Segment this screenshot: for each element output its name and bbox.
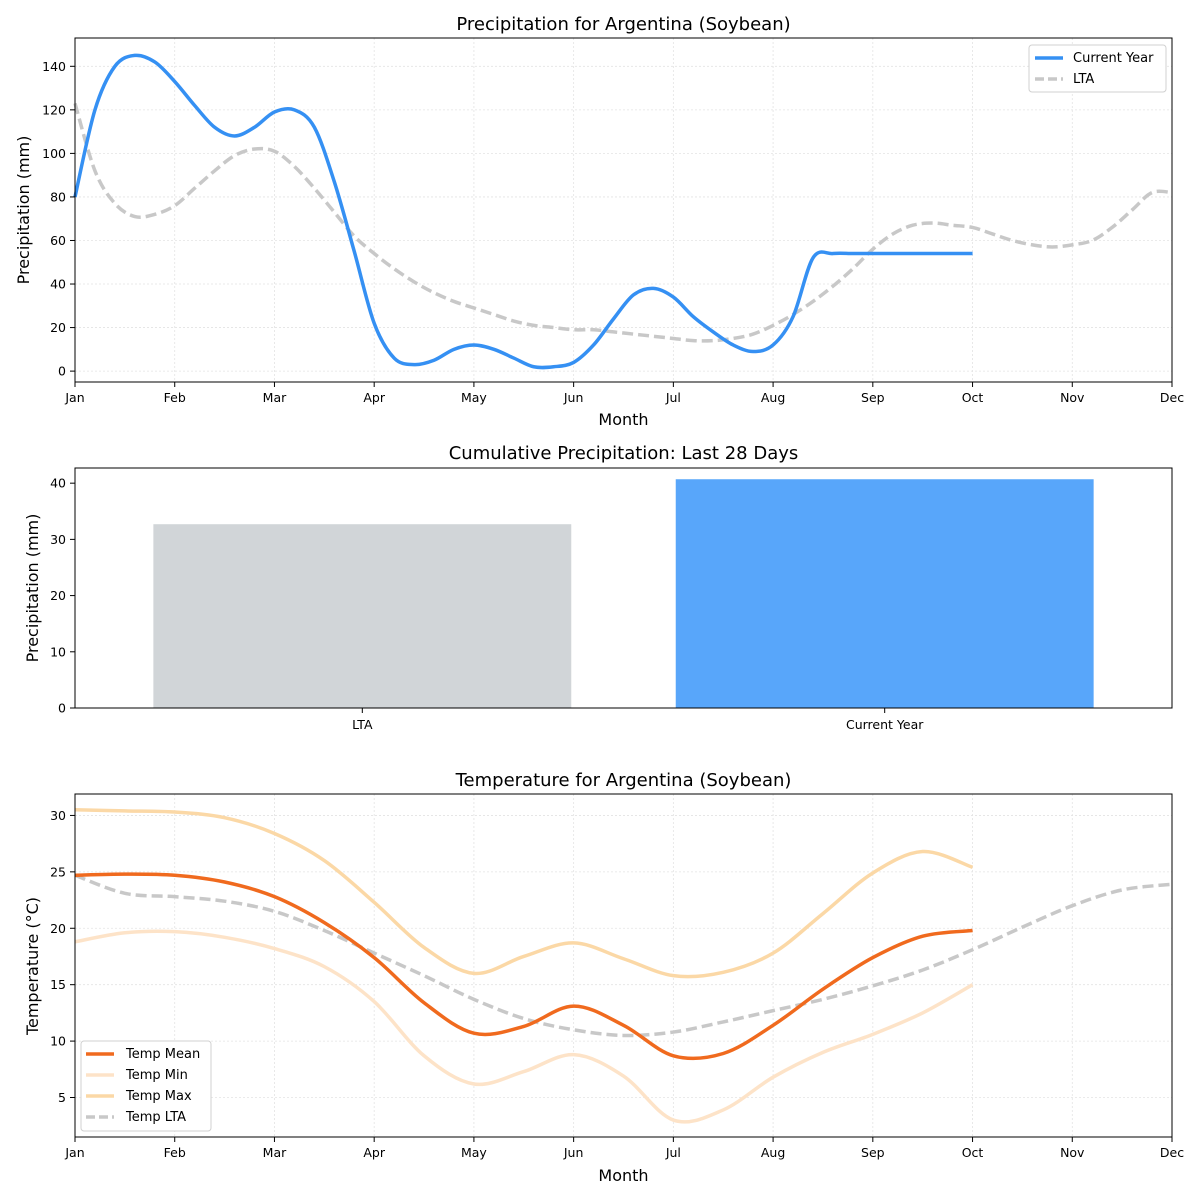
- chart-title: Temperature for Argentina (Soybean): [455, 770, 792, 791]
- y-tick-label-25: 25: [50, 864, 66, 879]
- x-tick-label-aug: Aug: [761, 390, 785, 405]
- x-tick-label-sep: Sep: [861, 1145, 885, 1160]
- y-axis-label: Precipitation (mm): [23, 514, 42, 663]
- x-tick-label-dec: Dec: [1160, 390, 1184, 405]
- y-tick-label-5: 5: [58, 1090, 66, 1105]
- legend-box: [80, 1040, 212, 1132]
- y-tick-label-0: 0: [58, 701, 66, 716]
- x-tick-label-may: May: [461, 1145, 487, 1160]
- y-tick-label-40: 40: [50, 476, 66, 491]
- x-tick-label-feb: Feb: [164, 1145, 186, 1160]
- legend-box: [1028, 44, 1167, 93]
- plot-frame: [74, 37, 1173, 383]
- y-tick-label-140: 140: [42, 59, 66, 74]
- x-tick-label-jul: Jul: [665, 1145, 681, 1160]
- x-tick-label-jan: Jan: [64, 1145, 84, 1160]
- y-tick-label-30: 30: [50, 808, 66, 823]
- x-axis-ticks: Jan Feb Mar Apr May Jun Jul Aug Sep Oct Nov Dec: [64, 382, 1184, 405]
- x-tick-label-may: May: [461, 390, 487, 405]
- y-axis-ticks: 5 10 15 20 25 30: [50, 808, 75, 1105]
- y-tick-label-30: 30: [50, 532, 66, 547]
- y-tick-label-20: 20: [50, 921, 66, 936]
- series-line-lta: [73, 102, 1173, 343]
- chart-title: Cumulative Precipitation: Last 28 Days: [449, 443, 799, 464]
- temperature-line-chart: Jan Feb Mar Apr May Jun Jul Aug Sep Oct Nov Dec 5 10…: [23, 770, 1184, 1185]
- x-tick-label-nov: Nov: [1060, 1145, 1085, 1160]
- series-line-temp-min: [74, 929, 974, 1124]
- legend-label-temp-min: Temp Min: [125, 1068, 188, 1083]
- x-tick-label-aug: Aug: [761, 1145, 785, 1160]
- x-tick-label-oct: Oct: [962, 390, 984, 405]
- x-tick-label-oct: Oct: [962, 1145, 984, 1160]
- x-tick-label-feb: Feb: [164, 390, 186, 405]
- bar-lta: [153, 524, 572, 708]
- y-tick-label-15: 15: [50, 977, 66, 992]
- y-axis-label: Temperature (°C): [23, 897, 42, 1036]
- chart-title: Precipitation for Argentina (Soybean): [456, 14, 790, 35]
- x-tick-label-current-year: Current Year: [846, 717, 924, 732]
- series-line-temp-lta: [74, 873, 1173, 1038]
- plot-frame: [74, 793, 1173, 1138]
- bar-current-year: [675, 479, 1094, 708]
- x-tick-label-apr: Apr: [363, 1145, 385, 1160]
- series-line-current-year: [73, 53, 973, 370]
- y-tick-label-10: 10: [50, 644, 66, 659]
- x-tick-label-lta: LTA: [352, 717, 373, 732]
- legend-label-temp-max: Temp Max: [125, 1089, 192, 1104]
- series-line-temp-mean: [74, 872, 973, 1061]
- y-tick-label-100: 100: [42, 146, 66, 161]
- x-tick-label-mar: Mar: [263, 390, 287, 405]
- x-axis-ticks: Jan Feb Mar Apr May Jun Jul Aug Sep Oct Nov Dec: [64, 1137, 1184, 1160]
- plot-frame: [74, 467, 1173, 709]
- legend-label-temp-mean: Temp Mean: [125, 1047, 200, 1062]
- x-tick-label-jan: Jan: [64, 390, 84, 405]
- grid: [74, 38, 1173, 382]
- y-axis-ticks: 0 20 40 60 80 100 120 140: [42, 59, 75, 379]
- x-axis-ticks: LTA Current Year: [352, 708, 924, 732]
- y-tick-label-40: 40: [50, 277, 66, 292]
- x-tick-label-jun: Jun: [563, 390, 584, 405]
- cumulative-precipitation-bar-chart: LTA Current Year 0 10 20 30 40 Cumulative Pre…: [23, 443, 1173, 732]
- legend-label-current-year: Current Year: [1073, 51, 1154, 66]
- x-tick-label-mar: Mar: [263, 1145, 287, 1160]
- y-axis-label: Precipitation (mm): [14, 136, 33, 285]
- legend: Temp Mean Temp Min Temp Max Temp LTA: [80, 1040, 212, 1132]
- x-tick-label-apr: Apr: [363, 390, 385, 405]
- legend-label-temp-lta: Temp LTA: [125, 1110, 186, 1125]
- y-axis-ticks: 0 10 20 30 40: [50, 476, 75, 716]
- x-axis-label: Month: [598, 410, 648, 429]
- bars: [153, 479, 1094, 708]
- x-tick-label-dec: Dec: [1160, 1145, 1184, 1160]
- y-tick-label-10: 10: [50, 1034, 66, 1049]
- y-tick-label-20: 20: [50, 588, 66, 603]
- x-tick-label-jun: Jun: [563, 1145, 584, 1160]
- y-tick-label-60: 60: [50, 233, 66, 248]
- precipitation-line-chart: Jan Feb Mar Apr May Jun Jul Aug Sep Oct Nov Dec 0 20…: [14, 14, 1184, 429]
- series: [73, 53, 1173, 370]
- y-tick-label-20: 20: [50, 320, 66, 335]
- y-tick-label-120: 120: [42, 102, 66, 117]
- x-tick-label-nov: Nov: [1060, 390, 1085, 405]
- legend: Current Year LTA: [1028, 44, 1167, 93]
- x-axis-label: Month: [598, 1166, 648, 1185]
- x-tick-label-sep: Sep: [861, 390, 885, 405]
- y-tick-label-0: 0: [58, 364, 66, 379]
- legend-label-lta: LTA: [1073, 72, 1094, 87]
- series: [74, 808, 1173, 1124]
- y-tick-label-80: 80: [50, 189, 66, 204]
- series-line-temp-max: [74, 808, 974, 979]
- x-tick-label-jul: Jul: [665, 390, 681, 405]
